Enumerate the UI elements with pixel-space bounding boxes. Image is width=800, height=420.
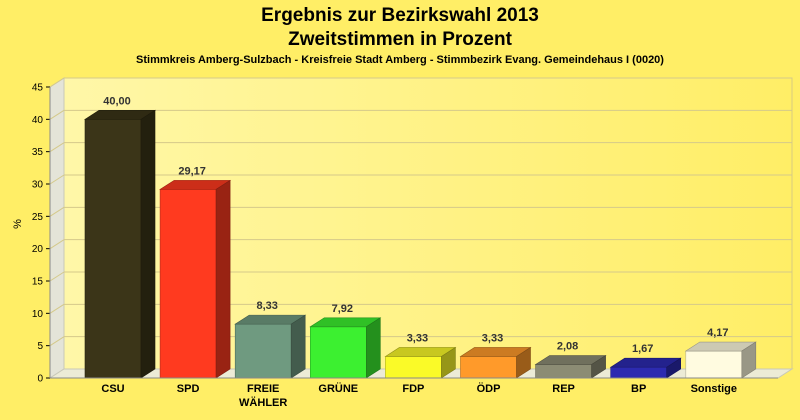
bar-side: [290, 314, 306, 379]
gridline-side: [49, 336, 65, 347]
bar-front: [460, 356, 517, 379]
y-tick-label: 25: [32, 212, 44, 223]
x-category-label: BP: [631, 383, 646, 395]
gridline-side: [49, 109, 65, 120]
bar-side: [666, 357, 682, 379]
x-category-label: GRÜNE: [318, 382, 358, 395]
bar-side: [215, 179, 231, 379]
x-category-label: ÖDP: [477, 382, 501, 395]
gridline-side: [49, 239, 65, 250]
bar-value-label: 40,00: [103, 95, 131, 107]
chart-title-line2: Zweitstimmen in Prozent: [288, 29, 512, 50]
y-tick-label: 45: [32, 83, 44, 94]
y-tick-label: 20: [32, 244, 44, 255]
y-tick-label: 0: [37, 374, 43, 385]
bar: 4,17: [684, 327, 757, 379]
bar: 3,33: [384, 332, 457, 379]
bar-side: [516, 346, 531, 379]
chart-title: Ergebnis zur Bezirkswahl 2013: [261, 5, 539, 26]
bar-side: [365, 317, 381, 379]
bar-value-label: 3,33: [482, 332, 503, 344]
bar: 7,92: [309, 303, 382, 379]
x-category-label: CSU: [101, 383, 124, 395]
y-tick-label: 30: [32, 180, 44, 191]
bar-side: [140, 109, 156, 379]
bar: 40,00: [83, 95, 157, 379]
bar-value-label: 1,67: [632, 343, 653, 355]
x-category-label: SPD: [177, 383, 200, 395]
bar: 1,67: [609, 343, 682, 379]
gridline-side: [49, 142, 65, 153]
plot-area: [48, 77, 794, 379]
bar-front: [685, 350, 743, 379]
y-tick-label: 15: [32, 277, 44, 288]
y-axis: 0 5 10 15 20 25 30 35 40 45: [32, 83, 51, 385]
bar-front: [309, 326, 367, 379]
bar-side: [591, 354, 606, 379]
bar-side: [741, 341, 757, 379]
y-tick-label: 35: [32, 147, 44, 158]
x-category-label: Sonstige: [691, 383, 737, 395]
y-tick-label: 40: [32, 115, 44, 126]
x-category-label: REP: [552, 383, 575, 395]
x-category-label: WÄHLER: [239, 396, 287, 409]
x-category-label: FREIE: [247, 383, 279, 395]
bars: 40,00 29,17 8,33 7,92 3,33 3,33 2,08 1,67 4,17: [83, 95, 757, 379]
y-tick-label: 5: [37, 341, 43, 352]
gridline-side: [49, 77, 65, 88]
bar-front: [234, 323, 292, 379]
bar-front: [159, 189, 217, 379]
plot-side-wall: [49, 77, 65, 379]
bar-side: [441, 346, 456, 379]
gridline-side: [49, 206, 65, 217]
bar: 29,17: [159, 165, 232, 379]
chart-subtitle: Stimmkreis Amberg-Sulzbach - Kreisfreie …: [136, 54, 664, 66]
bar-value-label: 8,33: [256, 300, 277, 312]
bar: 2,08: [534, 341, 607, 379]
bar-value-label: 3,33: [407, 332, 428, 344]
gridline-side: [49, 174, 65, 185]
x-category-label: FDP: [402, 383, 424, 395]
bar-front: [535, 364, 592, 379]
bar: 3,33: [459, 332, 532, 379]
bar-front: [84, 119, 142, 379]
bar-value-label: 29,17: [178, 165, 206, 177]
bar-value-label: 4,17: [707, 327, 728, 339]
gridline-side: [49, 271, 65, 282]
bar-value-label: 7,92: [332, 303, 353, 315]
y-axis-label: %: [12, 219, 24, 229]
bar: 8,33: [234, 300, 307, 379]
bar-front: [610, 366, 668, 379]
y-tick-label: 10: [32, 309, 44, 320]
bar-value-label: 2,08: [557, 341, 578, 353]
bar-front: [385, 356, 442, 379]
gridline-side: [49, 303, 65, 314]
